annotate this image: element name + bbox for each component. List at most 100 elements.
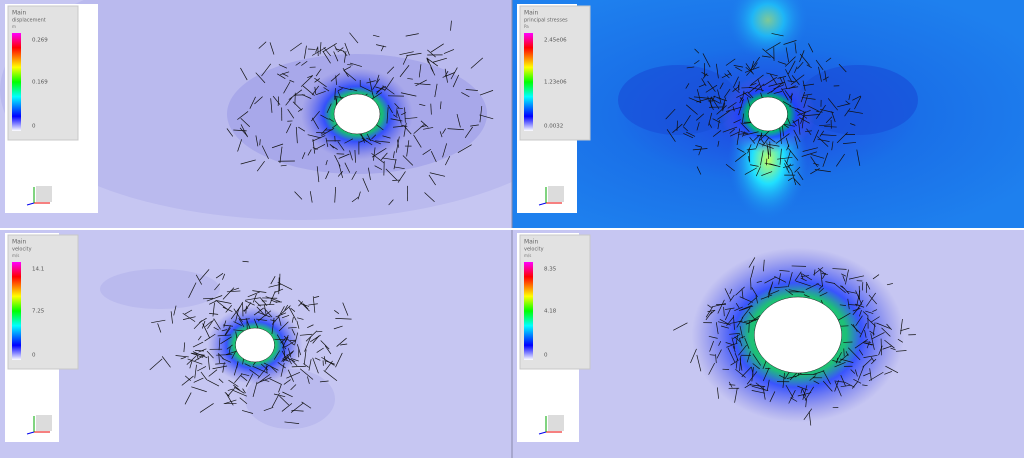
vector-glyph xyxy=(349,32,359,44)
vector-glyph xyxy=(315,90,326,95)
vector-glyph xyxy=(263,406,274,411)
vector-glyph xyxy=(799,117,810,124)
vector-glyph xyxy=(804,113,821,117)
field-contour xyxy=(245,369,335,429)
vector-glyph xyxy=(802,147,818,152)
vector-glyph xyxy=(200,371,208,381)
vector-glyph xyxy=(793,177,801,186)
vector-glyph xyxy=(290,402,304,413)
vector-glyph xyxy=(407,78,413,80)
vector-glyph xyxy=(222,287,235,300)
vector-glyph xyxy=(869,330,875,335)
vector-glyph xyxy=(190,352,204,358)
vector-glyph xyxy=(740,122,750,132)
vector-glyph xyxy=(301,94,312,99)
vector-glyph xyxy=(774,276,787,283)
vector-glyph xyxy=(744,383,752,389)
vector-glyph xyxy=(344,162,351,173)
vector-glyph xyxy=(751,390,765,394)
vector-glyph xyxy=(226,290,241,293)
vector-glyph xyxy=(314,144,326,150)
vector-glyph xyxy=(784,159,793,172)
vector-glyph xyxy=(304,45,307,59)
vector-glyph xyxy=(323,43,337,52)
vector-glyph xyxy=(344,66,352,71)
vector-glyph xyxy=(819,292,828,297)
vector-glyph xyxy=(253,307,264,316)
vector-glyph xyxy=(763,259,765,272)
vector-glyph xyxy=(393,159,397,170)
vector-glyph xyxy=(224,391,230,397)
vector-glyph xyxy=(252,365,267,373)
vector-glyph xyxy=(744,167,757,175)
vector-glyph xyxy=(868,371,884,382)
legend-title: Main xyxy=(524,239,539,246)
vector-glyph xyxy=(769,391,776,403)
vector-glyph xyxy=(696,113,705,121)
vector-glyph xyxy=(323,87,330,92)
vector-glyph xyxy=(157,323,162,333)
vector-glyph xyxy=(278,64,288,69)
vector-glyph xyxy=(187,358,203,365)
vector-glyph xyxy=(809,375,816,381)
vector-glyph xyxy=(217,334,232,337)
vector-glyph xyxy=(443,49,455,54)
vector-glyph xyxy=(779,76,784,85)
vector-glyph xyxy=(717,97,728,102)
vector-glyph xyxy=(734,388,738,403)
vector-glyph xyxy=(807,105,819,112)
vector-glyph xyxy=(817,267,827,276)
vector-glyph xyxy=(349,88,358,92)
vector-glyph xyxy=(709,340,714,352)
vector-glyph xyxy=(194,364,197,379)
vector-glyph xyxy=(808,43,814,53)
vector-glyph xyxy=(825,116,833,124)
vector-glyph xyxy=(837,312,851,322)
vector-glyph xyxy=(252,381,258,397)
vector-glyph xyxy=(422,148,432,155)
vector-glyph xyxy=(315,47,318,53)
vector-glyph xyxy=(376,86,387,93)
vector-glyph xyxy=(799,50,805,63)
vector-glyph xyxy=(244,363,251,367)
vector-glyph xyxy=(233,321,242,326)
vector-glyph xyxy=(752,363,760,370)
vector-glyph xyxy=(834,380,840,392)
vector-glyph xyxy=(274,288,284,293)
vector-glyph xyxy=(711,95,716,102)
legend-unit: m/s xyxy=(12,253,19,258)
vector-glyph xyxy=(376,74,380,83)
vector-glyph xyxy=(255,135,259,147)
vector-glyph xyxy=(813,269,816,276)
vector-glyph xyxy=(747,297,757,306)
vector-glyph xyxy=(859,322,867,338)
vector-glyph xyxy=(741,113,745,124)
vector-glyph xyxy=(240,159,256,165)
vector-glyph xyxy=(750,164,759,167)
vector-glyph xyxy=(325,171,330,180)
vector-glyph xyxy=(827,98,838,111)
vector-glyph xyxy=(230,306,241,320)
vector-glyph xyxy=(298,126,306,132)
vector-glyph xyxy=(716,349,722,359)
vector-glyph xyxy=(333,325,343,330)
vector-glyph xyxy=(400,124,408,127)
vector-glyph xyxy=(870,316,880,323)
vector-glyph xyxy=(223,320,227,328)
vector-glyph xyxy=(870,356,875,362)
vector-glyph xyxy=(872,309,878,312)
vector-glyph xyxy=(735,286,745,296)
legend-field: velocity xyxy=(12,247,32,253)
vector-glyph xyxy=(727,102,737,109)
vector-glyph xyxy=(695,145,702,148)
vector-glyph xyxy=(746,351,751,363)
vector-glyph xyxy=(212,365,228,370)
vector-glyph xyxy=(790,74,805,85)
vector-glyph xyxy=(688,97,702,104)
vector-glyph xyxy=(338,163,343,179)
field-contour xyxy=(798,65,918,135)
vector-glyph xyxy=(320,340,330,350)
vector-glyph xyxy=(764,134,776,143)
vector-glyph xyxy=(304,336,312,352)
vector-glyph xyxy=(825,281,835,284)
